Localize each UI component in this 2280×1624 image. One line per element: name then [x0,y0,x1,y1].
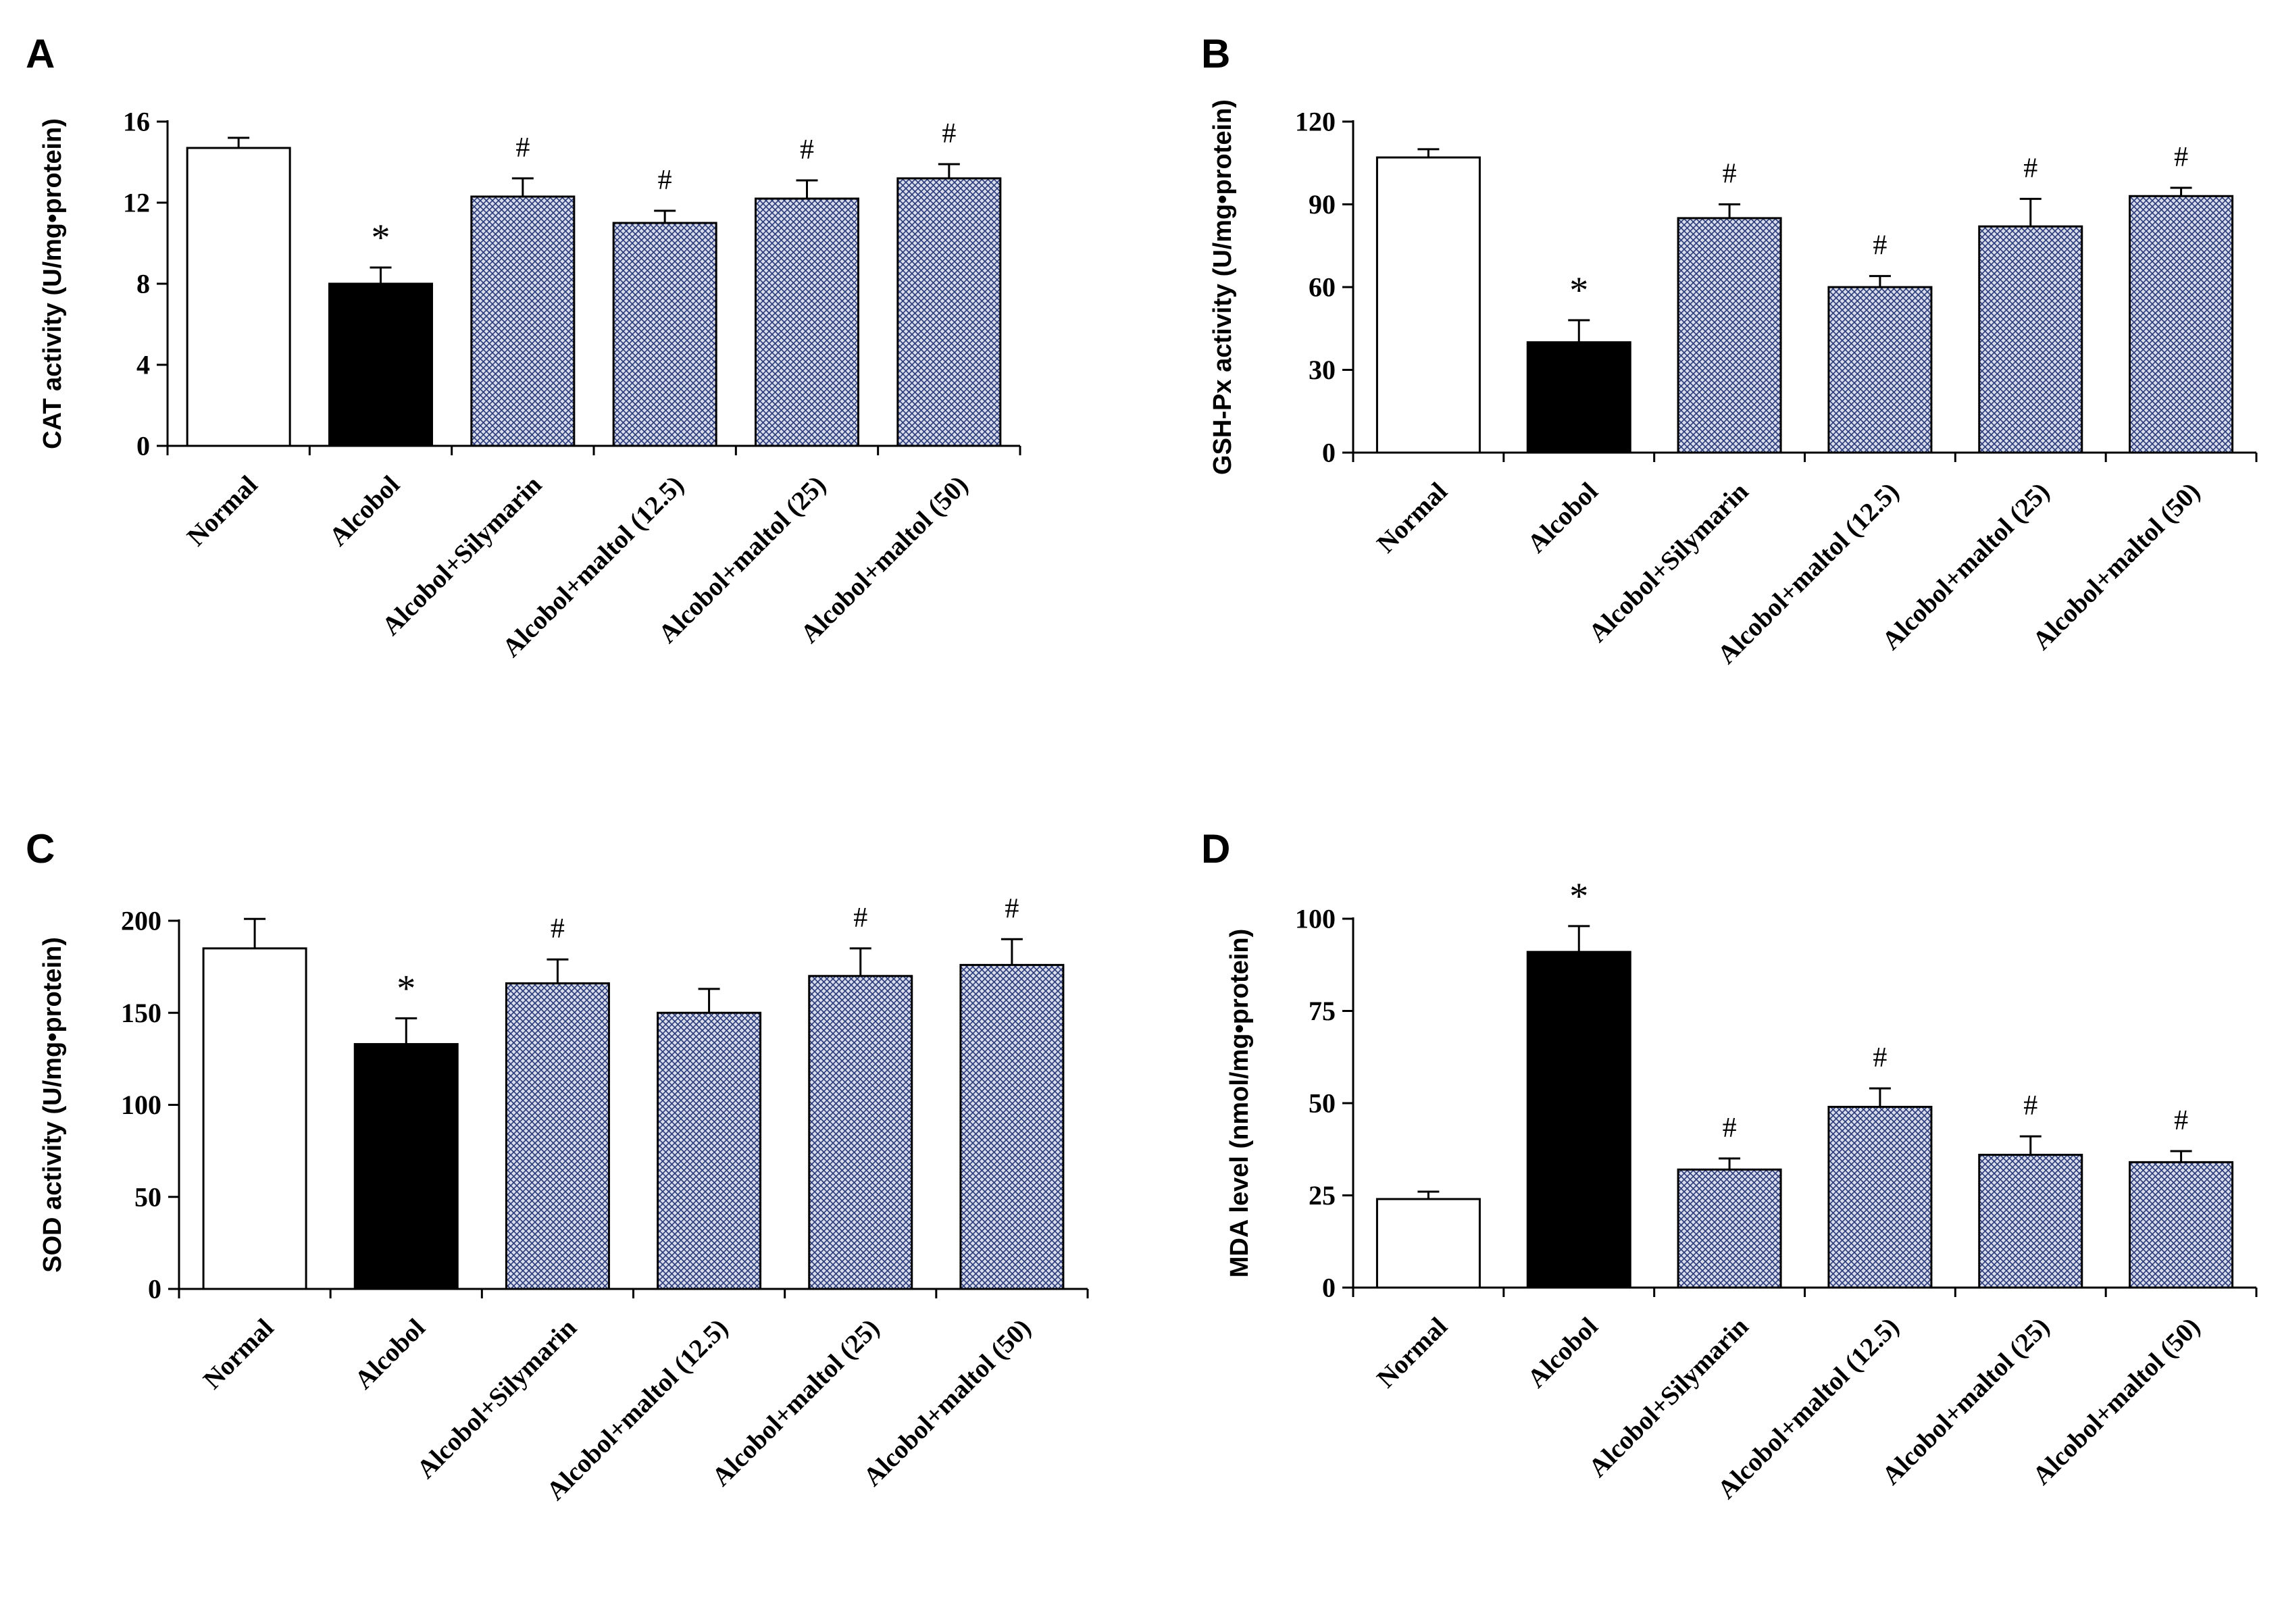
significance-hash: # [942,118,956,149]
y-tick-label: 50 [134,1182,161,1212]
category-label: Normal [1371,477,1453,559]
significance-hash: # [2023,1090,2037,1121]
bar [1677,217,1782,454]
bar [202,947,307,1290]
bar [1978,1153,2083,1289]
y-tick-label: 200 [121,906,161,936]
y-tick-label: 0 [148,1274,161,1304]
bar [1827,1105,1933,1289]
y-axis-label: GSH-Px activity (U/mg•protein) [1209,99,1237,475]
bar [896,177,1002,447]
category-label: Alcobol [349,1313,431,1395]
category-label: Alcobol+maltol (25) [1877,1312,2055,1490]
y-tick-label: 150 [121,998,161,1028]
significance-hash: # [1723,159,1737,190]
category-label: Alcobol+maltol (50) [858,1313,1036,1492]
y-tick-label: 0 [136,431,150,461]
y-tick-label: 0 [1322,438,1336,468]
significance-hash: # [853,903,867,934]
bar [959,963,1065,1290]
bar [2129,195,2234,454]
bar [755,197,859,447]
category-label: Normal [1371,1312,1453,1394]
significance-hash: # [1873,230,1887,261]
bar [328,282,433,447]
category-label: Alcobol [1522,1312,1604,1394]
category-label: Alcobol+Silymarin [1583,477,1754,648]
bar [2129,1161,2234,1289]
significance-hash: # [658,165,672,196]
significance-star: * [372,217,390,259]
category-label: Alcobol [324,470,405,552]
y-tick-label: 50 [1309,1088,1336,1119]
bar [186,147,291,447]
significance-star: * [397,967,415,1009]
y-axis-label: CAT activity (U/mg•protein) [39,118,67,449]
bar [1978,225,2083,454]
bar [470,195,576,447]
y-tick-label: 25 [1309,1180,1336,1211]
panel-a: A CAT activity (U/mg•protein) 0 4 8 12 16 Norma… [26,31,1021,663]
significance-star: * [1569,876,1588,917]
category-label: Alcobol+maltol (50) [2027,1312,2206,1490]
bar [1375,156,1481,454]
y-tick-label: 60 [1309,272,1336,303]
significance-hash: # [1723,1113,1737,1144]
y-tick-label: 4 [136,350,150,380]
category-label: Alcobol+maltol (25) [1877,477,2055,655]
panel-letter: A [26,31,55,76]
significance-hash: # [2174,1105,2188,1136]
y-tick-label: 100 [121,1090,161,1120]
y-tick-label: 75 [1309,996,1336,1026]
significance-hash: # [1873,1042,1887,1073]
y-tick-label: 30 [1309,355,1336,385]
y-tick-label: 100 [1295,904,1336,934]
y-tick-label: 120 [1295,107,1336,137]
panel-d: D MDA level (nmol/mg•protein) 0 25 50 75 100 No… [1201,826,2258,1504]
bar [808,975,913,1290]
panel-c: C SOD activity (U/mg•protein) 0 50 100 150 200… [26,826,1089,1506]
panel-letter: D [1201,826,1230,871]
category-label: Normal [182,470,263,552]
y-tick-label: 8 [136,269,150,299]
bar [657,1011,762,1290]
category-label: Alcobol+maltol (25) [707,1313,885,1492]
significance-hash: # [1005,893,1019,924]
y-tick-label: 0 [1322,1273,1336,1303]
bar [1677,1168,1782,1289]
bar [612,222,717,447]
panel-letter: C [26,826,55,871]
category-label: Alcobol+maltol (50) [2027,477,2206,655]
panel-b: B GSH-Px activity (U/mg•protein) 0 30 60 90 12… [1201,31,2258,669]
significance-hash: # [551,913,565,944]
category-label: Alcobol+Silymarin [376,470,547,641]
y-tick-label: 12 [123,188,150,218]
significance-star: * [1569,270,1588,311]
significance-hash: # [2174,142,2188,173]
bar [1827,286,1933,454]
bar [1526,950,1631,1289]
bar [1526,341,1631,454]
y-axis-label: MDA level (nmol/mg•protein) [1225,929,1254,1277]
y-axis-label: SOD activity (U/mg•protein) [39,937,67,1273]
significance-hash: # [515,132,530,163]
category-label: Alcobol [1522,477,1604,559]
category-label: Alcobol+Silymarin [1583,1312,1754,1483]
significance-hash: # [800,134,814,166]
bar [1375,1198,1481,1289]
bar [505,982,610,1290]
bar [353,1043,459,1290]
category-label: Alcobol+Silymarin [411,1313,582,1484]
significance-hash: # [2023,153,2037,184]
category-label: Normal [198,1313,280,1395]
panel-letter: B [1201,31,1230,76]
y-tick-label: 16 [123,107,150,137]
y-tick-label: 90 [1309,189,1336,220]
